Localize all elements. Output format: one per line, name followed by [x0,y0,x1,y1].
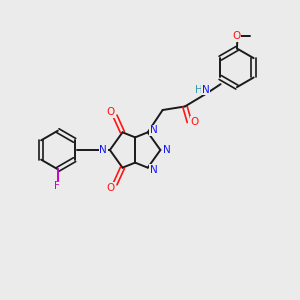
Text: H: H [195,85,203,94]
Text: N: N [202,85,210,94]
Text: N: N [149,165,157,175]
Text: F: F [54,181,60,191]
Text: O: O [190,117,199,127]
Text: O: O [107,107,115,117]
Text: N: N [163,145,171,155]
Text: N: N [100,145,107,155]
Text: O: O [232,31,241,41]
Text: N: N [149,125,157,135]
Text: O: O [107,183,115,193]
